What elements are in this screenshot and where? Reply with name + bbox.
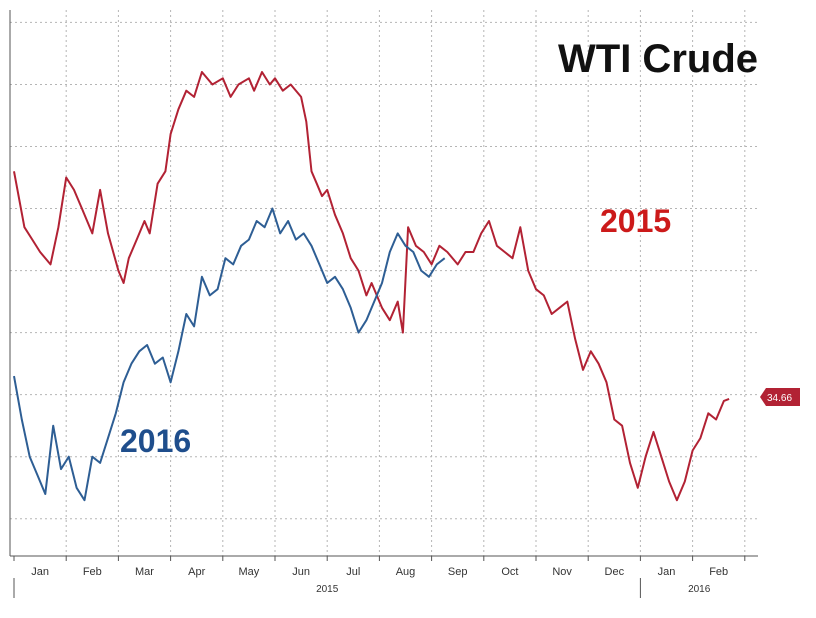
last-value-badge: 34.66 (760, 388, 800, 406)
x-tick-label: Jan (31, 566, 49, 578)
x-tick-label: Nov (552, 566, 572, 578)
x-tick-label: Dec (605, 566, 625, 578)
grid (10, 10, 758, 556)
x-tick-label: Jan (658, 566, 676, 578)
series-line-2016 (13, 207, 446, 502)
x-tick-label: Jul (346, 566, 360, 578)
year-label-2015: 2015 (316, 584, 339, 595)
x-axis: Jan Feb Mar Apr May Jun Jul Aug Sep Oct Nov Dec Jan F… (9, 10, 758, 598)
x-tick-label: Sep (448, 566, 468, 578)
x-tick-label: Apr (188, 566, 205, 578)
series-label-2016: 2016 (120, 423, 191, 459)
year-label-2016: 2016 (688, 584, 711, 595)
series-line-2015 (13, 71, 730, 502)
chart-title: WTI Crude (558, 37, 758, 81)
series-lines (13, 71, 730, 502)
series-label-2015: 2015 (600, 203, 671, 239)
x-tick-label: Mar (135, 566, 154, 578)
x-tick-label: Feb (709, 566, 728, 578)
x-tick-label: May (239, 566, 260, 578)
last-value-badge-shape (760, 388, 800, 406)
x-tick-label: Feb (83, 566, 102, 578)
x-tick-label: Jun (292, 566, 310, 578)
x-tick-label: Aug (396, 566, 416, 578)
last-value-badge-text: 34.66 (767, 393, 792, 404)
x-tick-label: Oct (501, 566, 518, 578)
